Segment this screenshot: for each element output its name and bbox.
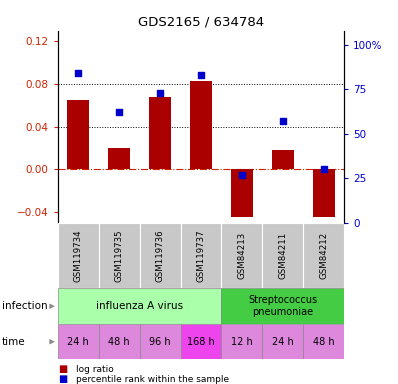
Bar (58, 223, 99, 288)
Bar (140, 324, 181, 359)
Bar (303, 223, 344, 288)
Point (116, 109, 122, 116)
Text: 12 h: 12 h (231, 337, 253, 347)
Bar (221, 324, 262, 359)
Text: percentile rank within the sample: percentile rank within the sample (76, 375, 229, 384)
Bar (149, 97, 171, 169)
Point (280, 118, 286, 124)
Bar (99, 324, 140, 359)
Bar (262, 324, 303, 359)
Text: ■: ■ (58, 374, 67, 384)
Bar (181, 223, 221, 288)
Title: GDS2165 / 634784: GDS2165 / 634784 (138, 15, 264, 28)
Text: influenza A virus: influenza A virus (96, 301, 183, 311)
Point (75, 70, 81, 76)
Point (198, 72, 204, 78)
Text: 24 h: 24 h (67, 337, 89, 347)
Bar (58, 324, 99, 359)
Bar (312, 169, 335, 217)
Text: infection: infection (2, 301, 48, 311)
Text: GSM119737: GSM119737 (197, 229, 205, 282)
Bar (99, 223, 140, 288)
Text: GSM119734: GSM119734 (74, 229, 83, 282)
Bar (271, 150, 294, 169)
Bar (108, 148, 131, 169)
Text: GSM84213: GSM84213 (238, 232, 246, 279)
Bar (190, 81, 212, 169)
Point (239, 172, 245, 178)
Bar (221, 288, 344, 324)
Text: Streptococcus
pneumoniae: Streptococcus pneumoniae (248, 295, 318, 317)
Bar (262, 223, 303, 288)
Bar (221, 223, 262, 288)
Text: GSM84211: GSM84211 (278, 232, 287, 279)
Point (157, 90, 163, 96)
Text: 48 h: 48 h (108, 337, 130, 347)
Bar (303, 324, 344, 359)
Bar (231, 169, 253, 217)
Text: time: time (2, 337, 25, 347)
Bar (181, 324, 221, 359)
Text: ■: ■ (58, 364, 67, 374)
Text: 96 h: 96 h (149, 337, 171, 347)
Text: GSM84212: GSM84212 (319, 232, 328, 279)
Text: 168 h: 168 h (187, 337, 215, 347)
Bar (67, 100, 90, 169)
Text: log ratio: log ratio (76, 365, 113, 374)
Text: GSM119736: GSM119736 (156, 229, 164, 282)
Bar (140, 223, 181, 288)
Text: 48 h: 48 h (313, 337, 335, 347)
Point (321, 166, 327, 172)
Text: 24 h: 24 h (272, 337, 294, 347)
Bar (58, 288, 221, 324)
Text: GSM119735: GSM119735 (115, 229, 124, 282)
